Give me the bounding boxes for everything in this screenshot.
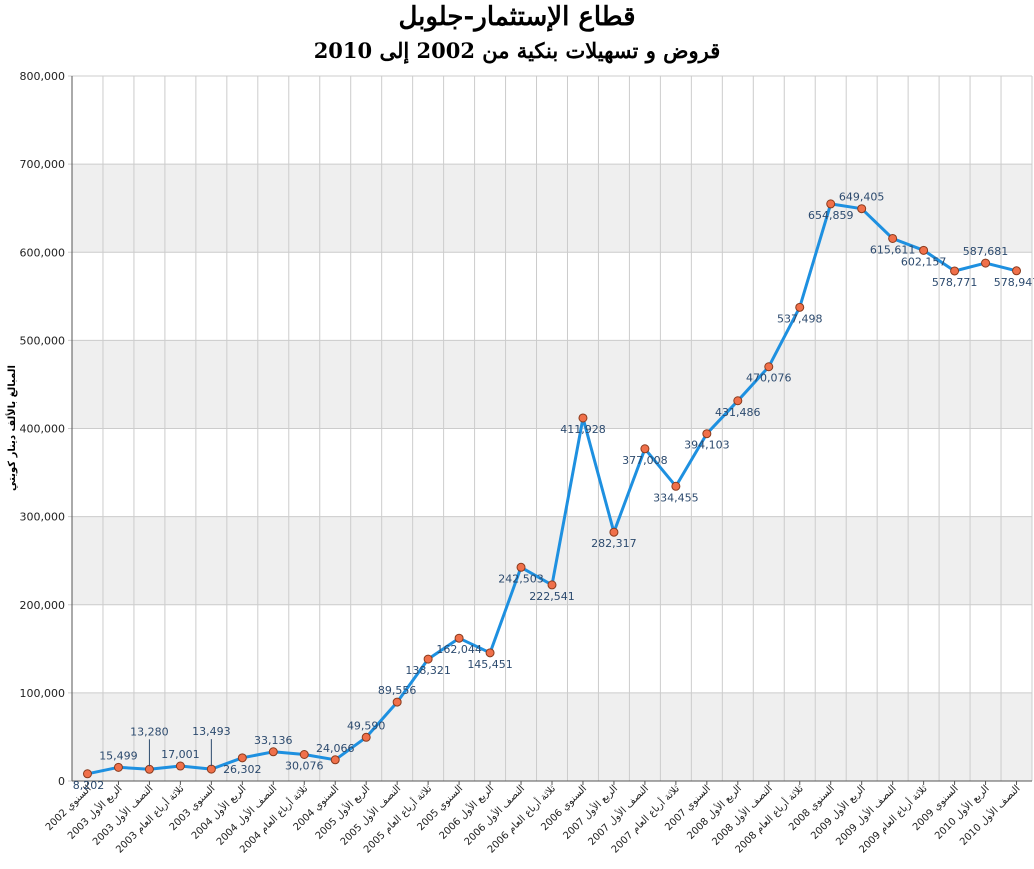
data-point <box>485 648 495 658</box>
data-label: 537,498 <box>777 312 823 325</box>
data-label: 654,859 <box>808 209 854 222</box>
data-label: 222,541 <box>529 590 575 603</box>
data-point <box>547 580 557 590</box>
y-tick-label: 200,000 <box>20 599 66 612</box>
data-label: 587,681 <box>963 245 1009 258</box>
data-labels: 8,202 15,499 13,280 17,001 13,493 26,302 33,13… <box>73 191 1034 792</box>
y-tick-label: 700,000 <box>20 158 66 171</box>
data-label: 578,947 <box>994 276 1034 289</box>
data-label: 377,008 <box>622 454 668 467</box>
background-bands <box>72 164 1032 781</box>
data-point <box>144 764 154 774</box>
data-label: 334,455 <box>653 491 699 504</box>
data-point <box>640 444 650 454</box>
data-label: 242,503 <box>498 572 544 585</box>
data-label: 162,044 <box>436 643 482 656</box>
data-point <box>981 258 991 268</box>
data-point <box>609 527 619 537</box>
data-label: 282,317 <box>591 537 637 550</box>
y-tick-label: 600,000 <box>20 246 66 259</box>
x-tick-label: الربع الأول 2009 <box>808 782 868 842</box>
data-label: 470,076 <box>746 372 792 385</box>
x-tick-label: الربع الأول 2006 <box>436 782 496 842</box>
data-label: 145,451 <box>467 658 513 671</box>
data-label: 17,001 <box>161 748 200 761</box>
data-point <box>950 266 960 276</box>
data-markers <box>82 199 1022 779</box>
x-tick-label: الربع الأول 2005 <box>312 782 372 842</box>
y-tick-label: 300,000 <box>20 511 66 524</box>
data-label: 24,066 <box>316 742 355 755</box>
x-tick-label: الربع الأول 2007 <box>560 782 620 842</box>
data-label: 578,771 <box>932 276 978 289</box>
data-point <box>268 747 278 757</box>
data-point <box>454 633 464 643</box>
data-point <box>826 199 836 209</box>
data-label: 411,928 <box>560 423 606 436</box>
data-point <box>795 302 805 312</box>
data-point <box>578 413 588 423</box>
data-point <box>857 204 867 214</box>
data-label: 49,590 <box>347 719 386 732</box>
data-point <box>175 761 185 771</box>
x-tick-label: الربع الأول 2010 <box>932 782 992 842</box>
data-label: 26,302 <box>223 763 262 776</box>
y-tick-label: 0 <box>58 775 65 788</box>
data-point <box>671 481 681 491</box>
band <box>72 164 1032 253</box>
data-label: 394,103 <box>684 439 730 452</box>
y-tick-label: 400,000 <box>20 423 66 436</box>
data-label: 13,280 <box>130 725 169 738</box>
band <box>72 340 1032 429</box>
data-label: 15,499 <box>99 749 138 762</box>
data-label: 89,556 <box>378 684 417 697</box>
data-point <box>330 755 340 765</box>
data-point <box>733 396 743 406</box>
data-label: 138,321 <box>405 664 451 677</box>
data-point <box>423 654 433 664</box>
data-point <box>702 429 712 439</box>
data-point <box>237 753 247 763</box>
data-label: 649,405 <box>839 191 885 204</box>
y-axis-label: المبالغ بالألف دينار كويتي <box>5 365 18 491</box>
data-point <box>392 697 402 707</box>
chart-subtitle: قروض و تسهيلات بنكية من 2002 إلى 2010 <box>313 38 721 63</box>
x-tick-label: الربع الأول 2004 <box>188 782 248 842</box>
chart-title: قطاع الإستثمار-جلوبل <box>398 2 636 32</box>
x-tick-label: الربع الأول 2008 <box>684 782 744 842</box>
y-axis-ticks: 0 100,000 200,000 300,000 400,000 500,000 600,… <box>20 70 66 788</box>
data-label: 30,076 <box>285 759 324 772</box>
data-point <box>361 732 371 742</box>
y-tick-label: 500,000 <box>20 334 66 347</box>
band <box>72 516 1032 605</box>
data-label: 33,136 <box>254 734 293 747</box>
data-point <box>82 769 92 779</box>
data-label: 13,493 <box>192 725 231 738</box>
data-label: 431,486 <box>715 406 761 419</box>
data-point <box>299 749 309 759</box>
gridlines <box>68 75 1033 782</box>
data-point <box>113 762 123 772</box>
data-point <box>764 362 774 372</box>
data-label: 602,157 <box>901 255 947 268</box>
y-tick-label: 800,000 <box>20 70 66 83</box>
data-label: 615,611 <box>870 243 916 256</box>
data-point <box>1012 266 1022 276</box>
data-label: 8,202 <box>73 779 105 792</box>
data-point <box>919 245 929 255</box>
y-tick-label: 100,000 <box>20 687 66 700</box>
data-point <box>516 562 526 572</box>
data-point <box>888 233 898 243</box>
data-point <box>206 764 216 774</box>
band <box>72 692 1032 781</box>
